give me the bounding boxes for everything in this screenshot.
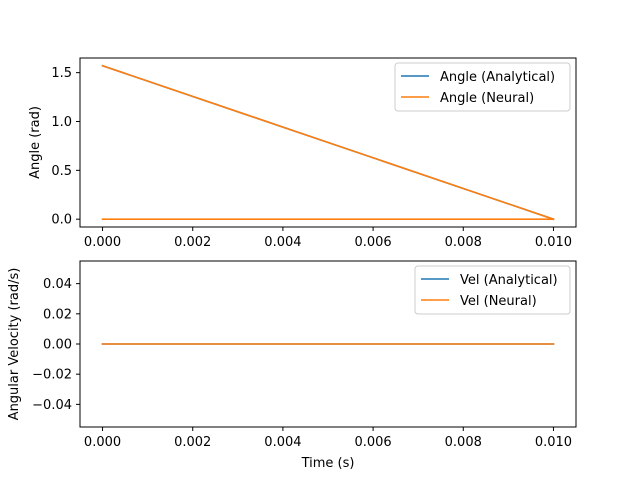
- angle-x-ticks: 0.000 0.002 0.004 0.006 0.008 0.010: [84, 227, 572, 250]
- x-tick-label: 0.010: [535, 235, 572, 250]
- y-tick-label: 1.0: [51, 115, 72, 130]
- x-tick-label: 0.000: [84, 235, 121, 250]
- x-tick-label: 0.004: [264, 235, 301, 250]
- angle-legend-box: [394, 62, 571, 112]
- velocity-legend-box: [414, 265, 571, 315]
- velocity-subplot: 0.000 0.002 0.004 0.006 0.008 0.010 −0.04−0.0…: [7, 260, 577, 471]
- y-tick-label: 0.04: [43, 277, 72, 292]
- angle-subplot: 0.000 0.002 0.004 0.006 0.008 0.010 0.0 0.5 1.0…: [28, 57, 577, 250]
- x-tick-label: 0.008: [445, 235, 482, 250]
- angle-y-axis-label: Angle (rad): [28, 106, 43, 179]
- velocity-y-axis-label: Angular Velocity (rad/s): [7, 268, 22, 421]
- angle-legend: Angle (Analytical) Angle (Neural): [394, 62, 571, 112]
- y-tick-label: 0.5: [51, 164, 72, 179]
- series-line: [101, 64, 555, 221]
- x-tick-label: 0.006: [354, 235, 391, 250]
- x-tick-label: 0.004: [264, 435, 301, 450]
- legend-label-angle-neural: Angle (Neural): [440, 91, 534, 106]
- y-tick-label: 0.0: [51, 213, 72, 228]
- angle-y-ticks: 0.0 0.5 1.0 1.5: [51, 66, 80, 228]
- legend-label-vel-analytical: Vel (Analytical): [460, 273, 558, 288]
- angle-series-lines: [101, 64, 555, 221]
- x-tick-label: 0.002: [174, 435, 211, 450]
- x-tick-label: 0.008: [445, 435, 482, 450]
- x-tick-label: 0.010: [535, 435, 572, 450]
- x-tick-label: 0.002: [174, 235, 211, 250]
- legend-label-angle-analytical: Angle (Analytical): [440, 70, 555, 85]
- velocity-x-ticks: 0.000 0.002 0.004 0.006 0.008 0.010: [84, 427, 572, 450]
- legend-label-vel-neural: Vel (Neural): [460, 294, 537, 309]
- time-x-axis-label: Time (s): [301, 456, 355, 471]
- y-tick-label: −0.02: [32, 368, 72, 383]
- y-tick-label: 1.5: [51, 66, 72, 81]
- x-tick-label: 0.006: [354, 435, 391, 450]
- y-tick-label: 0.02: [43, 307, 72, 322]
- y-tick-label: 0.00: [43, 338, 72, 353]
- velocity-legend: Vel (Analytical) Vel (Neural): [414, 265, 571, 315]
- velocity-y-ticks: −0.04 −0.02 0.00 0.02 0.04: [32, 277, 80, 413]
- y-tick-label: −0.04: [32, 398, 72, 413]
- x-tick-label: 0.000: [84, 435, 121, 450]
